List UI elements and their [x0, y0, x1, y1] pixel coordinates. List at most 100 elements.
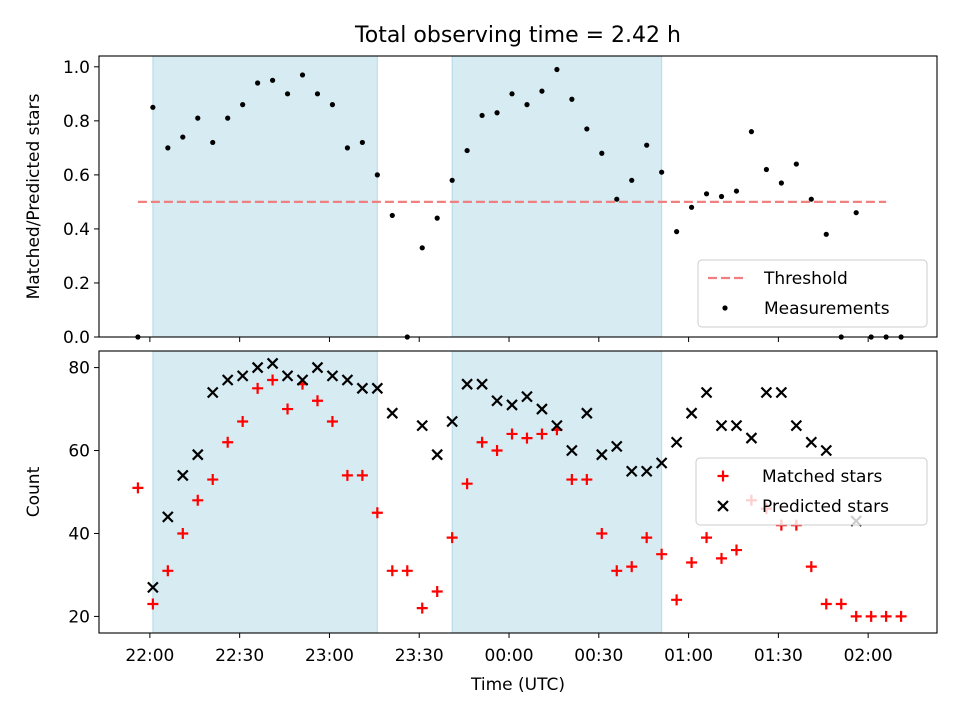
top-point-1-47 [823, 231, 829, 237]
top-ytick-label-6: 1.0 [63, 58, 90, 78]
bottom-point-2-18 [416, 419, 429, 432]
bottom-legend-label-1: Matched stars [762, 467, 882, 487]
top-ytick-label-5: 0.8 [63, 112, 90, 132]
top-legend-marker-2 [722, 305, 728, 311]
top-point-1-8 [240, 102, 246, 108]
bottom-point-2-1 [147, 581, 159, 594]
bottom-point-2-30 [596, 448, 608, 461]
bottom-ylabel: Count [24, 466, 44, 517]
top-point-1-39 [703, 191, 710, 197]
bottom-point-2-20 [446, 415, 458, 428]
bottom-point-2-13 [326, 370, 339, 382]
top-point-1-23 [464, 147, 470, 154]
bottom-xtick-label-1: 22:00 [125, 646, 174, 666]
top-legend-label-2: Measurements [764, 299, 890, 319]
top-shaded-interval-2 [451, 55, 663, 338]
top-point-1-18 [389, 212, 395, 219]
bottom-legend-label-2: Predicted stars [762, 497, 889, 517]
top-point-1-13 [314, 91, 321, 97]
top-point-1-46 [808, 196, 814, 202]
bottom-point-1-30 [566, 474, 578, 486]
bottom-xtick-label-4: 23:30 [395, 646, 444, 666]
bottom-legend-marker-1 [717, 470, 729, 482]
bottom-point-1-52 [895, 610, 907, 622]
top-point-1-22 [449, 177, 455, 183]
bottom-point-2-15 [356, 382, 369, 395]
bottom-point-2-5 [206, 386, 219, 399]
bottom-point-1-26 [506, 428, 518, 440]
bottom-point-1-27 [521, 432, 533, 444]
top-legend-box [697, 259, 928, 328]
top-point-1-12 [299, 72, 306, 78]
bottom-point-2-23 [491, 394, 503, 407]
bottom-point-2-4 [191, 448, 204, 461]
top-ytick-label-3: 0.4 [63, 220, 90, 240]
x-axis-label: Time (UTC) [470, 675, 565, 695]
bottom-point-2-24 [506, 399, 518, 411]
bottom-point-1-49 [850, 610, 862, 622]
top-point-1-30 [569, 96, 575, 102]
top-series-measurements [135, 66, 904, 340]
bottom-point-1-17 [371, 507, 383, 519]
top-point-1-32 [599, 150, 605, 156]
top-axes-frame [98, 55, 938, 338]
bottom-point-2-35 [670, 436, 683, 449]
top-point-1-21 [434, 215, 440, 221]
bottom-point-1-48 [835, 598, 847, 610]
bottom-point-1-4 [177, 527, 189, 539]
bottom-xtick-label-6: 00:30 [574, 646, 623, 666]
bottom-point-1-18 [386, 565, 398, 577]
top-point-1-11 [284, 91, 291, 97]
bottom-point-2-34 [655, 457, 668, 469]
bottom-point-1-37 [671, 594, 683, 606]
bottom-legend-box [695, 457, 928, 526]
bottom-legend-marker-2 [717, 500, 729, 512]
bottom-point-1-35 [641, 532, 653, 544]
top-point-1-2 [150, 104, 156, 110]
bottom-point-1-15 [341, 469, 353, 481]
bottom-point-2-31 [610, 440, 623, 453]
top-point-1-31 [584, 126, 590, 132]
top-point-1-16 [359, 139, 365, 146]
top-point-1-27 [524, 102, 530, 108]
bottom-point-1-32 [596, 527, 608, 539]
bottom-point-2-33 [640, 465, 653, 478]
bottom-point-1-24 [476, 436, 488, 448]
top-point-1-15 [344, 145, 351, 151]
top-point-1-3 [165, 145, 171, 151]
bottom-point-1-6 [207, 474, 219, 486]
top-point-1-44 [778, 180, 784, 186]
top-point-1-26 [509, 91, 515, 97]
bottom-series-predicted-stars [147, 357, 862, 594]
bottom-point-2-10 [281, 370, 294, 382]
top-point-1-38 [688, 204, 695, 210]
bottom-point-2-40 [745, 432, 758, 444]
top-point-1-7 [225, 115, 231, 121]
chart-title: Total observing time = 2.42 h [354, 23, 681, 48]
top-point-1-41 [733, 188, 740, 194]
bottom-point-2-2 [162, 511, 174, 523]
bottom-point-1-2 [147, 598, 159, 610]
bottom-point-2-26 [536, 403, 548, 415]
top-ytick-label-2: 0.2 [63, 274, 90, 294]
bottom-point-2-41 [760, 386, 773, 399]
bottom-point-1-50 [865, 610, 877, 622]
top-point-1-14 [329, 102, 336, 108]
top-point-1-43 [763, 166, 770, 173]
bottom-point-1-25 [491, 445, 503, 457]
bottom-point-1-11 [282, 403, 294, 415]
bottom-point-2-25 [521, 390, 533, 403]
bottom-point-1-13 [311, 395, 323, 407]
bottom-point-1-8 [237, 416, 249, 427]
top-point-1-10 [269, 77, 276, 83]
bottom-xtick-label-3: 23:00 [305, 646, 354, 666]
bottom-point-1-38 [686, 557, 698, 568]
bottom-point-1-40 [716, 552, 728, 564]
bottom-point-1-19 [401, 565, 413, 577]
bottom-point-1-10 [267, 374, 279, 386]
top-point-1-40 [718, 193, 725, 200]
top-point-1-5 [195, 115, 201, 121]
bottom-point-2-8 [251, 361, 264, 374]
bottom-shaded-interval-1 [152, 350, 378, 634]
bottom-point-1-31 [581, 474, 593, 486]
